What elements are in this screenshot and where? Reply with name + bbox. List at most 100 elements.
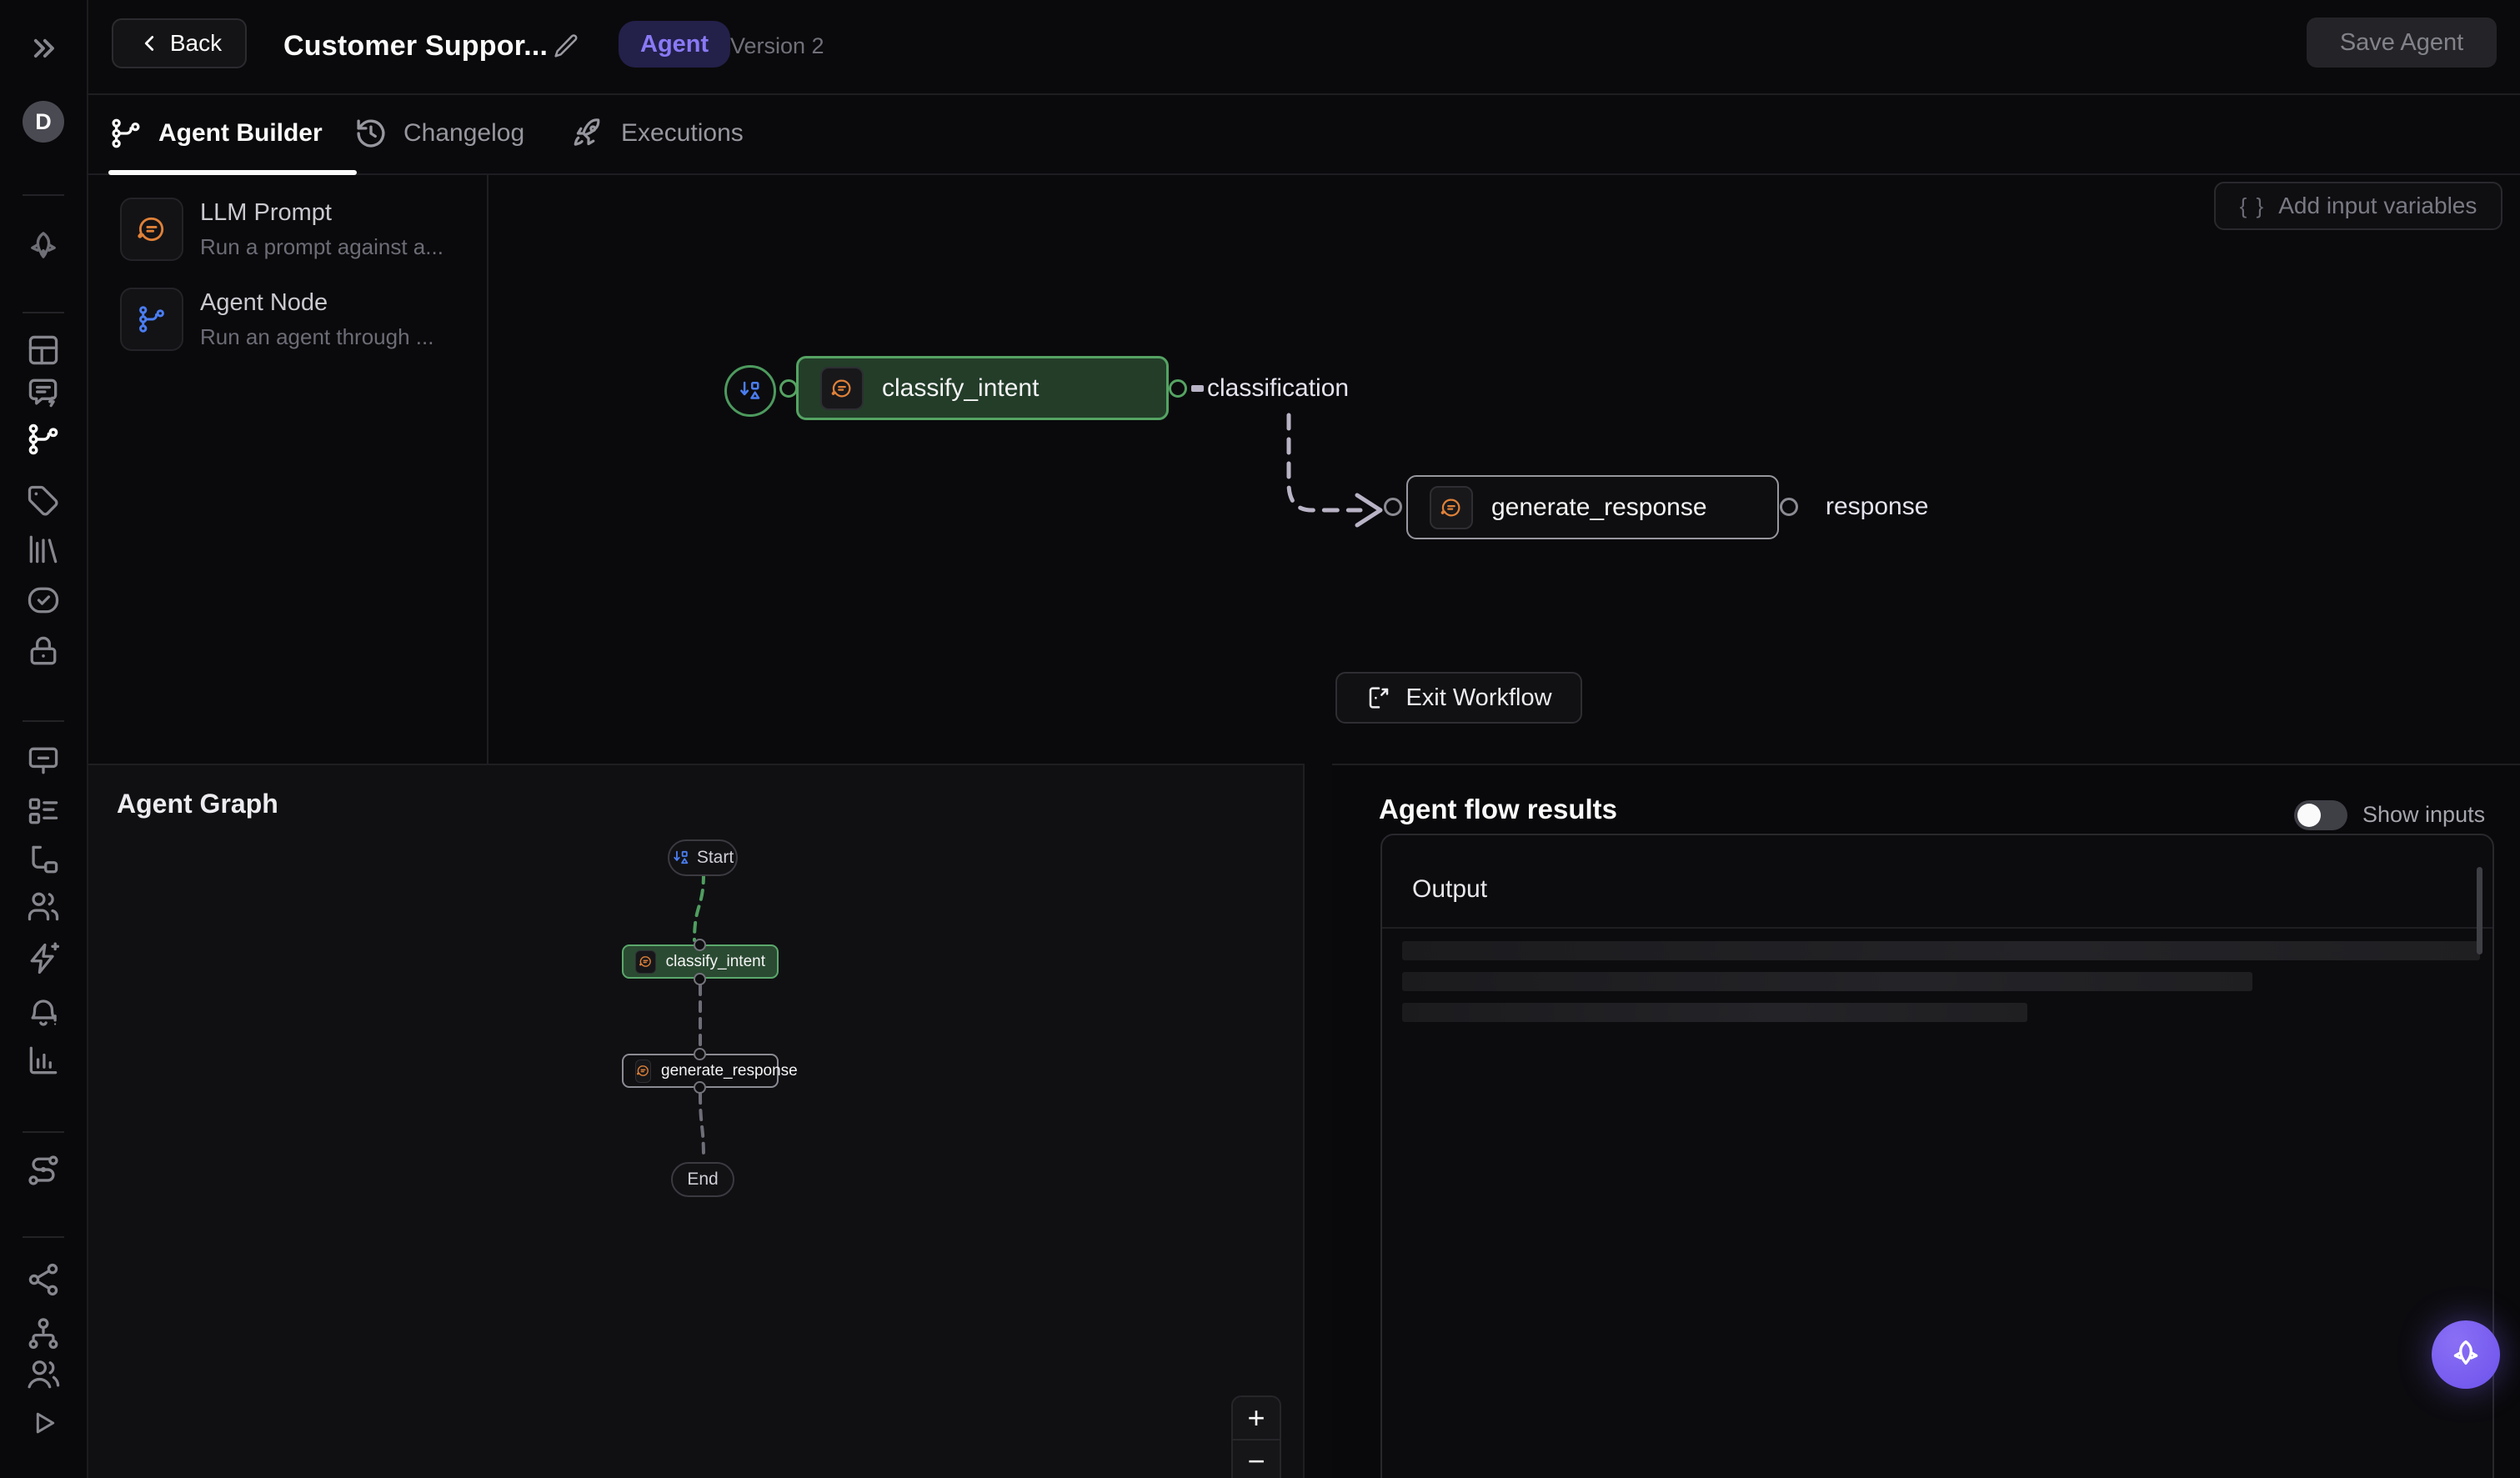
- add-input-variables-button[interactable]: { } Add input variables: [2214, 182, 2502, 230]
- tab-agent-builder[interactable]: Agent Builder: [108, 93, 357, 175]
- divider: [23, 720, 64, 722]
- palette-item-subtitle: Run an agent through ...: [200, 324, 434, 349]
- users-round-icon[interactable]: [25, 1356, 62, 1393]
- divider: [23, 194, 64, 196]
- header: Back Customer Suppor... Agent Version 2 …: [87, 0, 2520, 95]
- lock-icon[interactable]: [25, 633, 62, 669]
- divider: [1233, 1439, 1280, 1440]
- input-port[interactable]: [779, 379, 798, 398]
- avatar[interactable]: D: [23, 101, 64, 143]
- minimap-end-node[interactable]: End: [671, 1162, 734, 1197]
- share-icon[interactable]: [25, 1261, 62, 1298]
- bell-alert-icon[interactable]: [25, 995, 62, 1032]
- grid-icon[interactable]: [25, 332, 62, 368]
- presentation-icon[interactable]: [25, 743, 62, 779]
- page-title: Customer Suppor...: [283, 30, 549, 62]
- minimap-port: [694, 1048, 706, 1060]
- tab-changelog[interactable]: Changelog: [353, 93, 524, 173]
- org-chart-icon[interactable]: [25, 1315, 62, 1352]
- node-classify-intent[interactable]: classify_intent: [796, 356, 1169, 420]
- palette-item-agent-node[interactable]: Agent Node Run an agent through ...: [120, 288, 462, 371]
- divider: [23, 312, 64, 313]
- chat-bubble-icon: [820, 366, 864, 410]
- message-zap-icon[interactable]: [25, 374, 62, 411]
- users-icon[interactable]: [25, 888, 62, 924]
- chat-bubble-icon: [120, 198, 183, 261]
- badge-check-icon[interactable]: [25, 582, 62, 619]
- agent-graph-title: Agent Graph: [117, 789, 278, 819]
- skeleton-line: [1402, 941, 2480, 960]
- sidebar-rail: D: [0, 0, 88, 1478]
- expand-sidebar-icon[interactable]: [25, 30, 62, 67]
- save-agent-button[interactable]: Save Agent: [2307, 18, 2497, 68]
- tab-label: Changelog: [403, 119, 525, 147]
- tree-icon[interactable]: [25, 842, 62, 879]
- play-icon[interactable]: [25, 1405, 62, 1441]
- workflow-canvas[interactable]: { } Add input variables classify_intent …: [487, 173, 2520, 764]
- zap-icon[interactable]: [25, 940, 62, 977]
- back-button[interactable]: Back: [112, 18, 247, 68]
- node-generate-response[interactable]: generate_response: [1406, 475, 1779, 539]
- minimap-start-node[interactable]: Start: [668, 839, 738, 876]
- palette-item-subtitle: Run a prompt against a...: [200, 234, 443, 259]
- exit-workflow-button[interactable]: Exit Workflow: [1335, 672, 1582, 724]
- output-card: Output: [1380, 834, 2494, 1478]
- flow-start-icon: [740, 381, 760, 399]
- scrollbar-thumb[interactable]: [2477, 867, 2482, 954]
- input-port[interactable]: [1384, 498, 1402, 516]
- chat-bubble-icon: [635, 1059, 651, 1083]
- agent-flow-results-panel: Agent flow results Show inputs Output: [1332, 764, 2520, 1478]
- active-tab-underline: [108, 170, 357, 175]
- tab-label: Agent Builder: [158, 119, 323, 147]
- rocket-icon: [574, 118, 600, 146]
- palette-item-title: LLM Prompt: [200, 199, 332, 226]
- chart-column-icon[interactable]: [25, 1042, 62, 1079]
- node-label: classify_intent: [882, 373, 1040, 402]
- zoom-out-button[interactable]: −: [1247, 1444, 1265, 1478]
- workflow-icon[interactable]: [25, 421, 62, 458]
- output-card-header: Output: [1382, 835, 2492, 929]
- edge-label-classification: classification: [1207, 374, 1350, 402]
- node-label: generate_response: [1491, 493, 1707, 521]
- minimap-start-label: Start: [696, 848, 734, 867]
- edit-title-icon[interactable]: [552, 32, 580, 60]
- minimap-port: [694, 939, 706, 951]
- flow-start-icon: [674, 850, 689, 864]
- history-icon: [357, 119, 385, 148]
- zoom-in-button[interactable]: +: [1247, 1400, 1265, 1435]
- minimap-end-label: End: [687, 1170, 719, 1189]
- start-node-badge[interactable]: [724, 365, 776, 417]
- exit-door-icon: [1370, 687, 1389, 709]
- assistant-fab-button[interactable]: [2432, 1320, 2500, 1389]
- divider: [23, 1131, 64, 1133]
- node-palette: LLM Prompt Run a prompt against a... Age…: [87, 173, 488, 764]
- agent-type-badge: Agent: [619, 21, 731, 68]
- show-inputs-toggle[interactable]: [2294, 800, 2347, 830]
- route-icon[interactable]: [25, 1152, 62, 1189]
- braces-icon: { }: [2239, 193, 2266, 218]
- skeleton-line: [1402, 972, 2252, 991]
- workflow-icon: [120, 288, 183, 351]
- toggle-knob: [2297, 804, 2321, 827]
- chevron-left-icon: [144, 36, 153, 51]
- tag-icon[interactable]: [25, 483, 62, 519]
- palette-item-llm-prompt[interactable]: LLM Prompt Run a prompt against a...: [120, 198, 462, 281]
- workflow-icon: [112, 118, 140, 148]
- results-title: Agent flow results: [1379, 794, 1618, 824]
- minimap-node-label: generate_response: [661, 1061, 798, 1080]
- tab-bar: Agent Builder Changelog Executions: [87, 93, 2520, 175]
- list-boxes-icon[interactable]: [25, 793, 62, 829]
- rocket-logo-icon: [2453, 1340, 2478, 1365]
- rocket-logo-icon[interactable]: [25, 228, 62, 265]
- chat-bubble-icon: [635, 949, 656, 974]
- minimap-port: [694, 973, 706, 985]
- agent-graph-panel[interactable]: Agent Graph Start classify_intent genera…: [87, 764, 1305, 1478]
- library-icon[interactable]: [25, 531, 62, 568]
- output-port[interactable]: [1169, 379, 1187, 398]
- edge-label-response: response: [1826, 493, 1929, 520]
- output-title: Output: [1412, 875, 1488, 903]
- add-input-variables-label: Add input variables: [2278, 193, 2477, 218]
- tab-executions[interactable]: Executions: [571, 93, 744, 173]
- output-port[interactable]: [1780, 498, 1798, 516]
